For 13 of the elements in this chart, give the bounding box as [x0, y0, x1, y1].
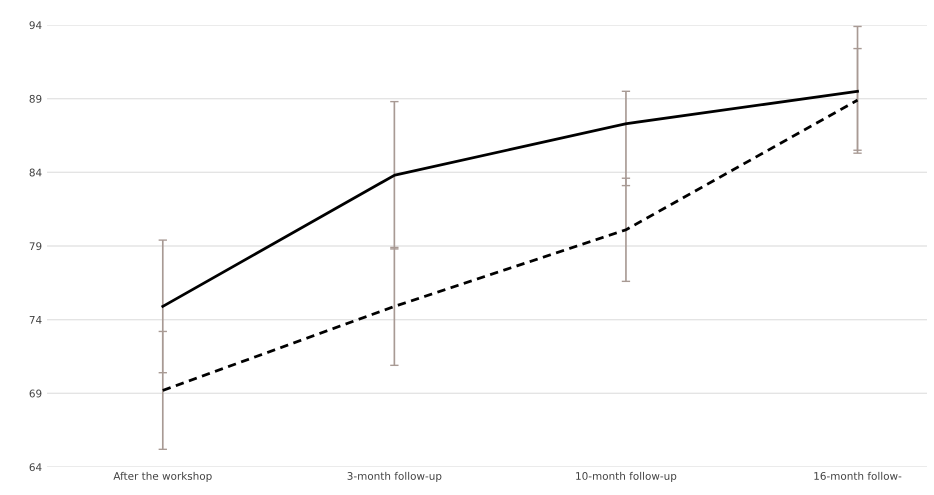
y-tick-label: 94: [30, 21, 42, 30]
y-tick-label: 79: [30, 242, 42, 250]
y-tick-label: 64: [30, 463, 42, 472]
x-tick-label: 16-month follow-: [814, 472, 902, 480]
x-tick-label: After the workshop: [113, 472, 212, 482]
y-tick-label: 89: [30, 94, 42, 103]
x-tick-label: 3-month follow-up: [348, 472, 442, 482]
y-tick-label: 84: [30, 168, 42, 176]
line-series: [161, 98, 859, 392]
y-tick-label: 69: [30, 390, 42, 398]
x-tick-label: 10-month follow-up: [576, 472, 676, 482]
line-series: [161, 90, 859, 308]
y-tick-label: 74: [30, 316, 42, 324]
